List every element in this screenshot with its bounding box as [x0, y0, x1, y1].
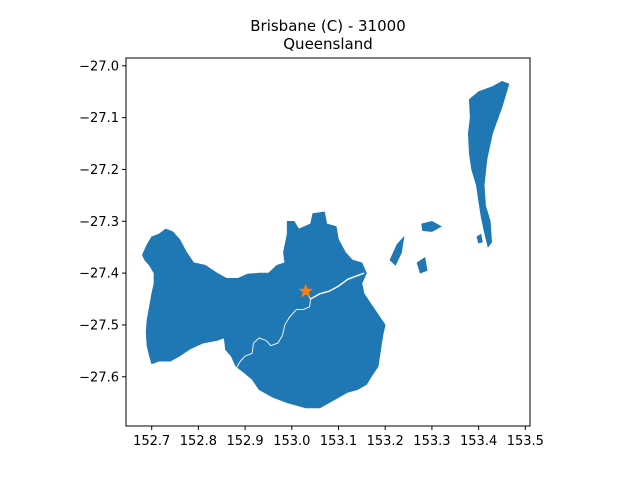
region-polygon-4 — [416, 256, 428, 274]
x-tick-label: 153.2 — [367, 434, 404, 449]
region-polygon-6 — [476, 233, 483, 244]
x-tick-label: 153.0 — [273, 434, 310, 449]
x-tick-label: 152.8 — [180, 434, 217, 449]
y-tick-label: −27.0 — [79, 59, 119, 74]
x-tick-label: 153.4 — [460, 434, 497, 449]
y-tick-label: −27.5 — [79, 318, 119, 333]
x-tick-label: 152.9 — [226, 434, 263, 449]
region-polygon-1 — [141, 228, 239, 365]
river-mouth-line — [310, 272, 365, 300]
region-polygon-3 — [421, 220, 442, 232]
y-tick-label: −27.2 — [79, 163, 119, 178]
x-tick-label: 153.5 — [507, 434, 544, 449]
river-line — [232, 290, 311, 380]
y-tick-label: −27.4 — [79, 267, 119, 282]
region-polygon-5 — [467, 80, 510, 248]
x-axis: 152.7 152.8 152.9 153.0 153.1 153.2 153.3 153.4… — [133, 426, 544, 449]
y-tick-label: −27.1 — [79, 111, 119, 126]
map-layer — [141, 80, 510, 409]
y-tick-label: −27.3 — [79, 215, 119, 230]
location-star-marker — [298, 283, 314, 298]
x-tick-label: 153.3 — [413, 434, 450, 449]
x-tick-label: 152.7 — [133, 434, 170, 449]
region-polygon-0 — [223, 211, 386, 409]
y-axis: −27.0 −27.1 −27.2 −27.3 −27.4 −27.5 −27.6 — [79, 59, 126, 385]
y-tick-label: −27.6 — [79, 370, 119, 385]
chart-title-line1: Brisbane (C) - 31000 — [250, 17, 406, 35]
x-tick-label: 153.1 — [320, 434, 357, 449]
region-polygon-2 — [389, 235, 405, 266]
chart-title-line2: Queensland — [283, 35, 372, 53]
axes-frame — [125, 57, 531, 427]
